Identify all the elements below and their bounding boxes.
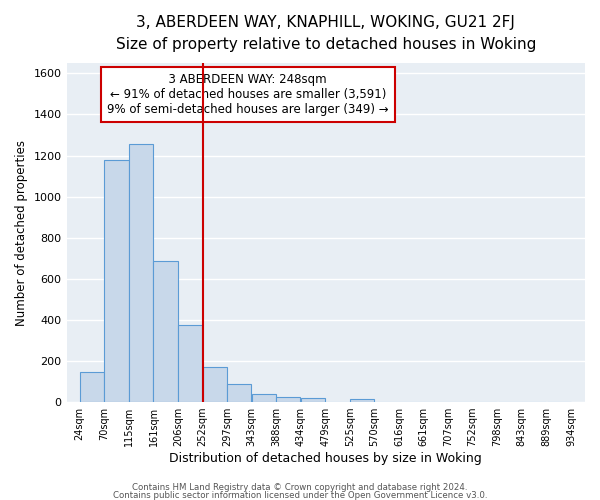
Bar	[227, 384, 251, 402]
Bar	[178, 325, 202, 402]
Title: 3, ABERDEEN WAY, KNAPHILL, WOKING, GU21 2FJ
Size of property relative to detache: 3, ABERDEEN WAY, KNAPHILL, WOKING, GU21 …	[116, 15, 536, 52]
Bar	[276, 397, 301, 402]
Bar	[350, 399, 374, 402]
Bar	[203, 367, 227, 402]
Text: Contains HM Land Registry data © Crown copyright and database right 2024.: Contains HM Land Registry data © Crown c…	[132, 484, 468, 492]
Text: 3 ABERDEEN WAY: 248sqm  
← 91% of detached houses are smaller (3,591)
9% of semi: 3 ABERDEEN WAY: 248sqm ← 91% of detached…	[107, 74, 389, 116]
Bar	[301, 398, 325, 402]
Bar	[128, 144, 153, 402]
Bar	[80, 372, 104, 402]
Bar	[154, 260, 178, 402]
Bar	[104, 160, 128, 402]
Text: Contains public sector information licensed under the Open Government Licence v3: Contains public sector information licen…	[113, 490, 487, 500]
Bar	[252, 394, 276, 402]
Y-axis label: Number of detached properties: Number of detached properties	[15, 140, 28, 326]
X-axis label: Distribution of detached houses by size in Woking: Distribution of detached houses by size …	[169, 452, 482, 465]
